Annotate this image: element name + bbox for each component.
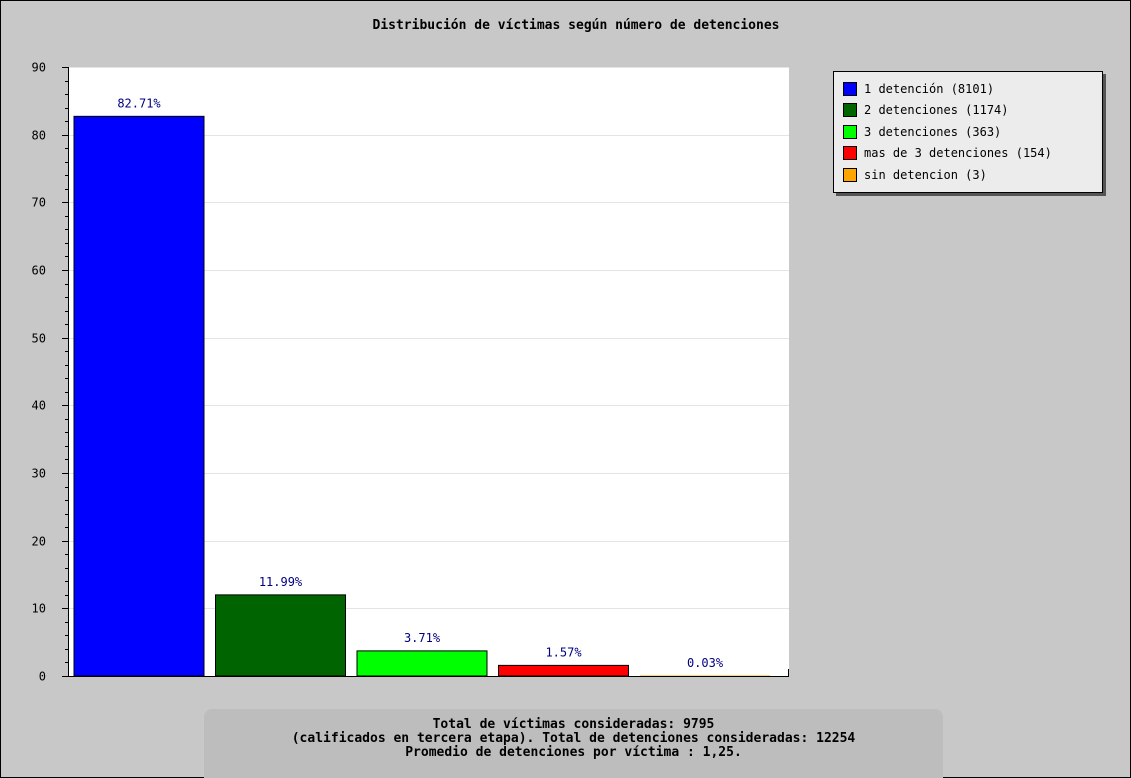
data-label-3: 3.71% — [404, 631, 441, 645]
legend: 1 detención (8101) 2 detenciones (1174) 3 … — [833, 71, 1103, 193]
legend-swatch-5 — [843, 167, 857, 182]
summary-line-1: Total de víctimas consideradas: 9795 — [432, 717, 715, 732]
legend-item-3: 3 detenciones (363) — [843, 121, 1102, 143]
y-tick-label-4: 40 — [32, 399, 46, 413]
data-labels: 82.71% 11.99% 3.71% 1.57% 0.03% — [117, 96, 724, 669]
data-label-5: 0.03% — [687, 656, 724, 670]
bars — [73, 115, 770, 677]
bar-4 — [498, 664, 629, 677]
summary-line-3: Promedio de detenciones por víctima : 1,… — [405, 745, 742, 760]
legend-label-2: 2 detenciones (1174) — [864, 103, 1009, 118]
y-tick-label-7: 70 — [32, 196, 46, 210]
bar-5 — [640, 675, 770, 676]
summary-footer: Total de víctimas consideradas: 9795 (ca… — [204, 709, 943, 778]
legend-item-4: mas de 3 detenciones (154) — [843, 143, 1102, 165]
bar-2 — [215, 594, 346, 677]
legend-swatch-4 — [843, 146, 857, 161]
bar-3 — [356, 650, 488, 677]
legend-label-4: mas de 3 detenciones (154) — [864, 146, 1052, 161]
legend-item-2: 2 detenciones (1174) — [843, 100, 1102, 122]
y-tick-label-6: 60 — [32, 264, 46, 278]
y-tick-label-5: 50 — [32, 332, 46, 346]
data-label-4: 1.57% — [545, 645, 582, 659]
legend-label-1: 1 detención (8101) — [864, 81, 995, 96]
axes: 0 10 20 30 40 50 60 70 80 90 — [32, 61, 789, 684]
y-tick-label-1: 10 — [32, 602, 46, 616]
y-tick-label-2: 20 — [32, 535, 46, 549]
data-label-2: 11.99% — [259, 575, 303, 589]
y-tick-label-0: 0 — [39, 670, 46, 684]
legend-item-1: 1 detención (8101) — [843, 78, 1102, 100]
legend-label-3: 3 detenciones (363) — [864, 124, 1002, 139]
legend-swatch-2 — [843, 103, 857, 118]
data-label-1: 82.71% — [117, 96, 161, 110]
y-tick-label-8: 80 — [32, 129, 46, 143]
summary-line-2: (calificados en tercera etapa). Total de… — [291, 731, 856, 746]
bar-1 — [73, 115, 205, 677]
legend-label-5: sin detencion (3) — [864, 167, 987, 182]
legend-item-5: sin detencion (3) — [843, 164, 1102, 186]
y-tick-label-9: 90 — [32, 61, 46, 75]
legend-swatch-1 — [843, 81, 857, 96]
legend-swatch-3 — [843, 124, 857, 139]
chart-title: Distribución de víctimas según número de… — [373, 18, 780, 33]
y-tick-label-3: 30 — [32, 467, 46, 481]
